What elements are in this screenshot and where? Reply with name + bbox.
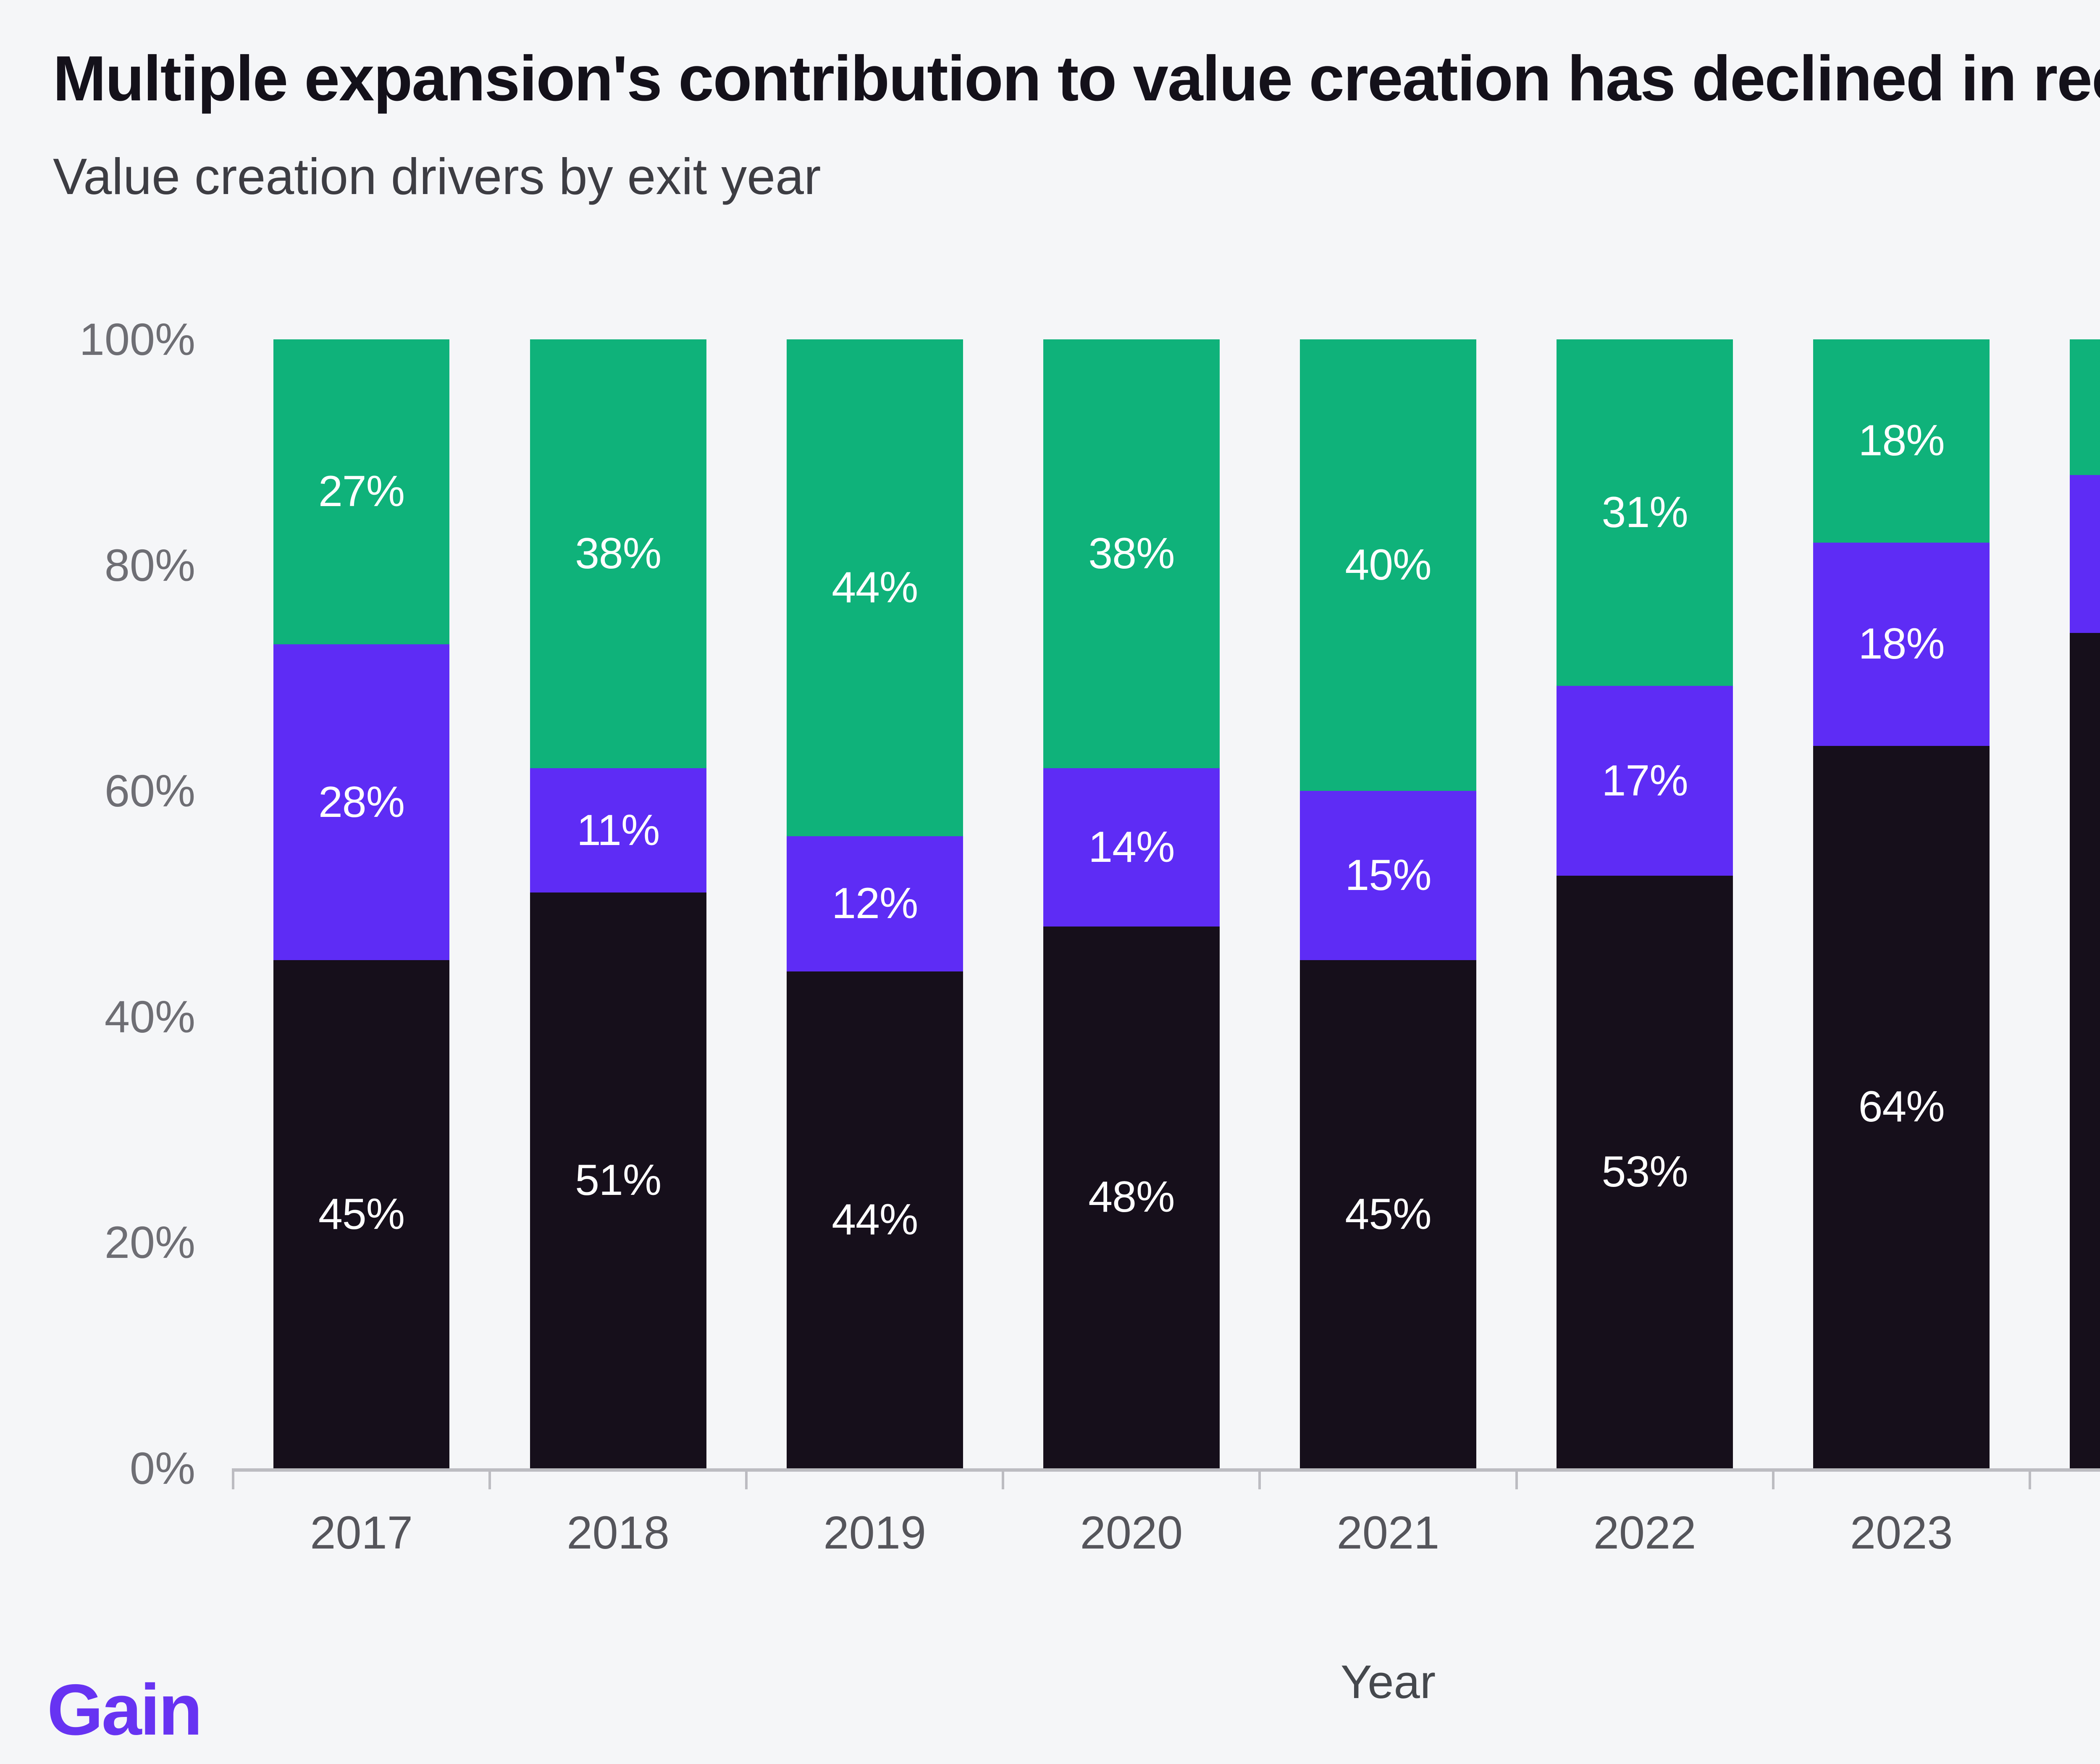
bar-segment-2020-margin-expansion: 14% [1043,768,1220,927]
y-axis-tick-label: 0% [129,1443,195,1494]
bar-2023: 18% 18% 64% [1813,339,1990,1468]
x-axis-tick-label: 2018 [567,1507,670,1559]
bar-segment-2023-revenue-growth: 64% [1813,746,1990,1468]
gain-logo: Gain [47,1670,202,1750]
y-axis-tick-label: 40% [104,991,195,1042]
bar-2020: 38% 14% 48% [1043,339,1220,1468]
bar-segment-2020-revenue-growth: 48% [1043,926,1220,1468]
y-axis-tick-label: 80% [104,539,195,591]
bar-segment-2018-multiple-expansion: 38% [530,339,706,769]
bar-value-label: 48% [1088,1173,1175,1222]
chart-subtitle: Value creation drivers by exit year [53,148,821,205]
bar-slot-2019: 44% 12% 44% [746,339,1003,1468]
x-axis-title: Year [1340,1656,1436,1708]
bar-segment-2022-margin-expansion: 17% [1557,686,1733,876]
x-axis-tick-label: 2024 [2030,1502,2100,1564]
bar-value-label: 45% [1345,1189,1431,1239]
x-axis-tick-label: 2019 [823,1507,927,1559]
x-axis-tickmarks [232,1472,2100,1497]
x-axis-tickmark [488,1472,491,1489]
bar-2017: 27% 28% 45% [273,339,450,1468]
bar-value-label: 18% [1858,416,1945,465]
x-axis-line [232,1468,2100,1472]
x-axis-tickmark [1772,1472,1774,1489]
x-axis-tickmark [2028,1472,2031,1489]
bar-value-label: 53% [1601,1147,1688,1197]
bar-segment-2021-margin-expansion: 15% [1300,791,1476,961]
bar-segment-2021-revenue-growth: 45% [1300,960,1476,1468]
y-axis-tick-label: 20% [104,1217,195,1268]
bar-value-label: 12% [832,879,918,928]
bar-value-label: 11% [576,806,660,855]
bar-group: 27% 28% 45% 38% 11% 51% 44% 12% 44% 38% 14% 48% 40% 1… [233,339,2100,1468]
bar-slot-2021: 40% 15% 45% [1260,339,1516,1468]
x-axis-tick-label: 2017 [310,1507,413,1559]
bar-value-label: 18% [1858,620,1945,669]
bar-2024: 12%14%74% [2070,339,2100,1468]
bar-segment-2023-margin-expansion: 18% [1813,542,1990,746]
bar-segment-2022-multiple-expansion: 31% [1557,339,1733,686]
bar-value-label: 17% [1601,756,1688,805]
bar-segment-2019-margin-expansion: 12% [786,836,963,972]
bar-slot-2023: 18% 18% 64% [1773,339,2030,1468]
bar-2018: 38% 11% 51% [530,339,706,1468]
x-axis-tick-label: 2021 [1336,1507,1440,1559]
bar-segment-2023-multiple-expansion: 18% [1813,339,1990,543]
bar-slot-2022: 31% 17% 53% [1517,339,1773,1468]
x-axis-tickmark [745,1472,748,1489]
bar-2019: 44% 12% 44% [786,339,963,1468]
bar-slot-2018: 38% 11% 51% [490,339,746,1468]
y-axis: 0% 20% 40% 60% 80% 100% [0,0,195,1764]
plot-area: 27% 28% 45% 38% 11% 51% 44% 12% 44% 38% 14% 48% 40% 1… [233,339,2100,1468]
bar-segment-2020-multiple-expansion: 38% [1043,339,1220,769]
bar-value-label: 44% [832,1195,918,1244]
bar-value-label: 40% [1345,541,1431,590]
bar-segment-2024-multiple-expansion: 12% [2070,339,2100,475]
bar-value-label: 64% [1858,1082,1945,1131]
x-axis-labels: 201720182019202020212022202320242025 [233,1502,2100,1564]
bar-slot-2017: 27% 28% 45% [233,339,490,1468]
bar-segment-2019-revenue-growth: 44% [786,971,963,1468]
bar-2022: 31% 17% 53% [1557,339,1733,1468]
bar-segment-2018-margin-expansion: 11% [530,768,706,893]
y-axis-tick-label: 60% [104,765,195,816]
bar-slot-2020: 38% 14% 48% [1003,339,1260,1468]
bar-value-label: 15% [1345,851,1431,900]
bar-segment-2017-revenue-growth: 45% [273,960,450,1468]
x-axis-tick-label: 2022 [1593,1507,1696,1559]
bar-value-label: 14% [1088,823,1175,872]
bar-value-label: 51% [575,1156,662,1205]
x-axis-tickmark [1515,1472,1518,1489]
bar-segment-2024-revenue-growth: 74% [2070,633,2100,1468]
bar-value-label: 28% [318,777,405,827]
bar-segment-2017-multiple-expansion: 27% [273,339,450,644]
bar-segment-2022-revenue-growth: 53% [1557,876,1733,1468]
x-axis-tick-label: 2023 [1850,1507,1953,1559]
bar-value-label: 45% [318,1189,405,1239]
bar-value-label: 38% [575,529,662,578]
bar-segment-2018-revenue-growth: 51% [530,892,706,1468]
bar-value-label: 44% [832,563,918,612]
x-axis-tick-label: 2020 [1080,1507,1183,1559]
x-axis-tickmark [232,1472,234,1489]
bar-segment-2024-margin-expansion: 14% [2070,475,2100,633]
bar-value-label: 38% [1088,529,1175,578]
bar-value-label: 27% [318,467,405,516]
bar-segment-2019-multiple-expansion: 44% [786,339,963,836]
bar-2021: 40% 15% 45% [1300,339,1476,1468]
bar-value-label: 31% [1601,488,1688,537]
chart-title: Multiple expansion's contribution to val… [53,43,2100,114]
y-axis-tick-label: 100% [79,314,195,365]
x-axis-tickmark [1258,1472,1261,1489]
bar-segment-2017-margin-expansion: 28% [273,644,450,961]
bar-segment-2021-multiple-expansion: 40% [1300,339,1476,791]
bar-slot-2024: 12%14%74% [2030,339,2100,1468]
x-axis-tickmark [1002,1472,1005,1489]
